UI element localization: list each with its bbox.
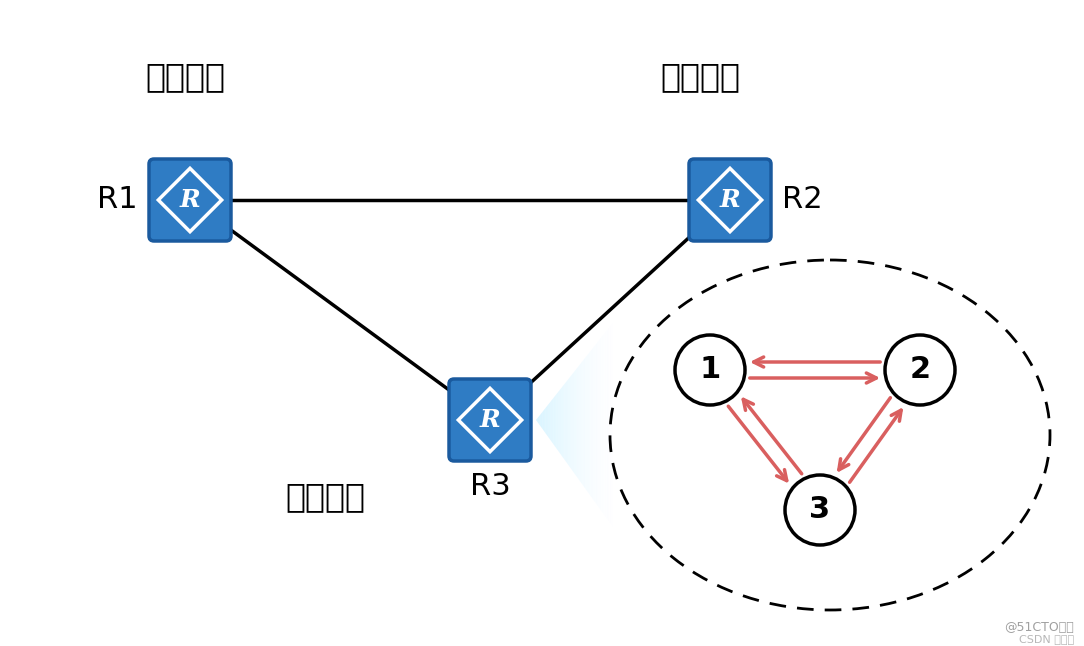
Circle shape [785, 475, 855, 545]
Text: R: R [720, 188, 740, 212]
Text: 路径计算: 路径计算 [285, 480, 365, 513]
Polygon shape [583, 358, 585, 488]
Polygon shape [545, 406, 547, 435]
Polygon shape [585, 356, 586, 490]
Polygon shape [573, 370, 576, 475]
FancyBboxPatch shape [149, 159, 231, 241]
Polygon shape [591, 348, 593, 499]
Polygon shape [551, 400, 552, 442]
Polygon shape [538, 416, 539, 424]
Polygon shape [566, 380, 568, 464]
Polygon shape [541, 412, 542, 429]
Text: R1: R1 [98, 185, 138, 214]
FancyArrowPatch shape [850, 410, 901, 483]
Text: 路径计算: 路径计算 [660, 60, 740, 93]
Polygon shape [549, 402, 551, 440]
Polygon shape [579, 364, 580, 482]
FancyArrowPatch shape [744, 399, 802, 474]
Circle shape [885, 335, 955, 405]
Polygon shape [544, 408, 545, 433]
Polygon shape [568, 378, 569, 466]
Polygon shape [559, 388, 562, 455]
Text: 3: 3 [810, 495, 830, 525]
Polygon shape [569, 376, 571, 468]
Circle shape [675, 335, 745, 405]
Polygon shape [535, 418, 538, 422]
FancyArrowPatch shape [753, 357, 880, 367]
Text: R3: R3 [469, 472, 511, 501]
Polygon shape [596, 342, 597, 506]
Text: R: R [180, 188, 201, 212]
Polygon shape [539, 414, 541, 426]
Text: @51CTO博客: @51CTO博客 [1004, 621, 1074, 634]
Polygon shape [594, 344, 596, 504]
FancyBboxPatch shape [449, 379, 531, 461]
Polygon shape [576, 368, 577, 477]
FancyBboxPatch shape [689, 159, 771, 241]
Polygon shape [586, 354, 589, 493]
Polygon shape [553, 396, 555, 446]
Text: 2: 2 [909, 355, 930, 384]
Text: R2: R2 [782, 185, 823, 214]
Polygon shape [556, 392, 558, 451]
Polygon shape [542, 410, 544, 431]
Text: 1: 1 [699, 355, 721, 384]
FancyArrowPatch shape [728, 406, 787, 481]
Polygon shape [590, 350, 591, 497]
Polygon shape [582, 360, 583, 486]
Polygon shape [552, 398, 553, 444]
Polygon shape [555, 394, 556, 448]
Polygon shape [571, 374, 572, 470]
FancyArrowPatch shape [839, 398, 890, 470]
Polygon shape [562, 386, 563, 457]
Polygon shape [577, 366, 579, 479]
Polygon shape [547, 404, 549, 437]
Polygon shape [565, 382, 566, 462]
Polygon shape [572, 372, 573, 473]
Text: CSDN 等平台: CSDN 等平台 [1019, 634, 1074, 644]
FancyArrowPatch shape [750, 373, 876, 383]
Polygon shape [593, 346, 594, 501]
Polygon shape [558, 390, 559, 453]
Text: 路径计算: 路径计算 [145, 60, 225, 93]
Text: R: R [479, 408, 501, 432]
Polygon shape [580, 362, 582, 484]
Polygon shape [563, 384, 565, 459]
Polygon shape [589, 352, 590, 495]
